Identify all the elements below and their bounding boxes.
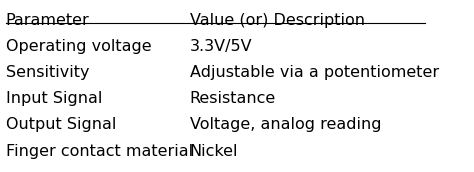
Text: Adjustable via a potentiometer: Adjustable via a potentiometer (190, 65, 439, 80)
Text: Resistance: Resistance (190, 91, 276, 106)
Text: Value (or) Description: Value (or) Description (190, 13, 365, 28)
Text: Finger contact material: Finger contact material (6, 144, 193, 159)
Text: Sensitivity: Sensitivity (6, 65, 89, 80)
Text: Parameter: Parameter (6, 13, 90, 28)
Text: 3.3V/5V: 3.3V/5V (190, 39, 252, 54)
Text: Output Signal: Output Signal (6, 117, 116, 132)
Text: Voltage, analog reading: Voltage, analog reading (190, 117, 381, 132)
Text: Input Signal: Input Signal (6, 91, 102, 106)
Text: Nickel: Nickel (190, 144, 238, 159)
Text: Operating voltage: Operating voltage (6, 39, 151, 54)
